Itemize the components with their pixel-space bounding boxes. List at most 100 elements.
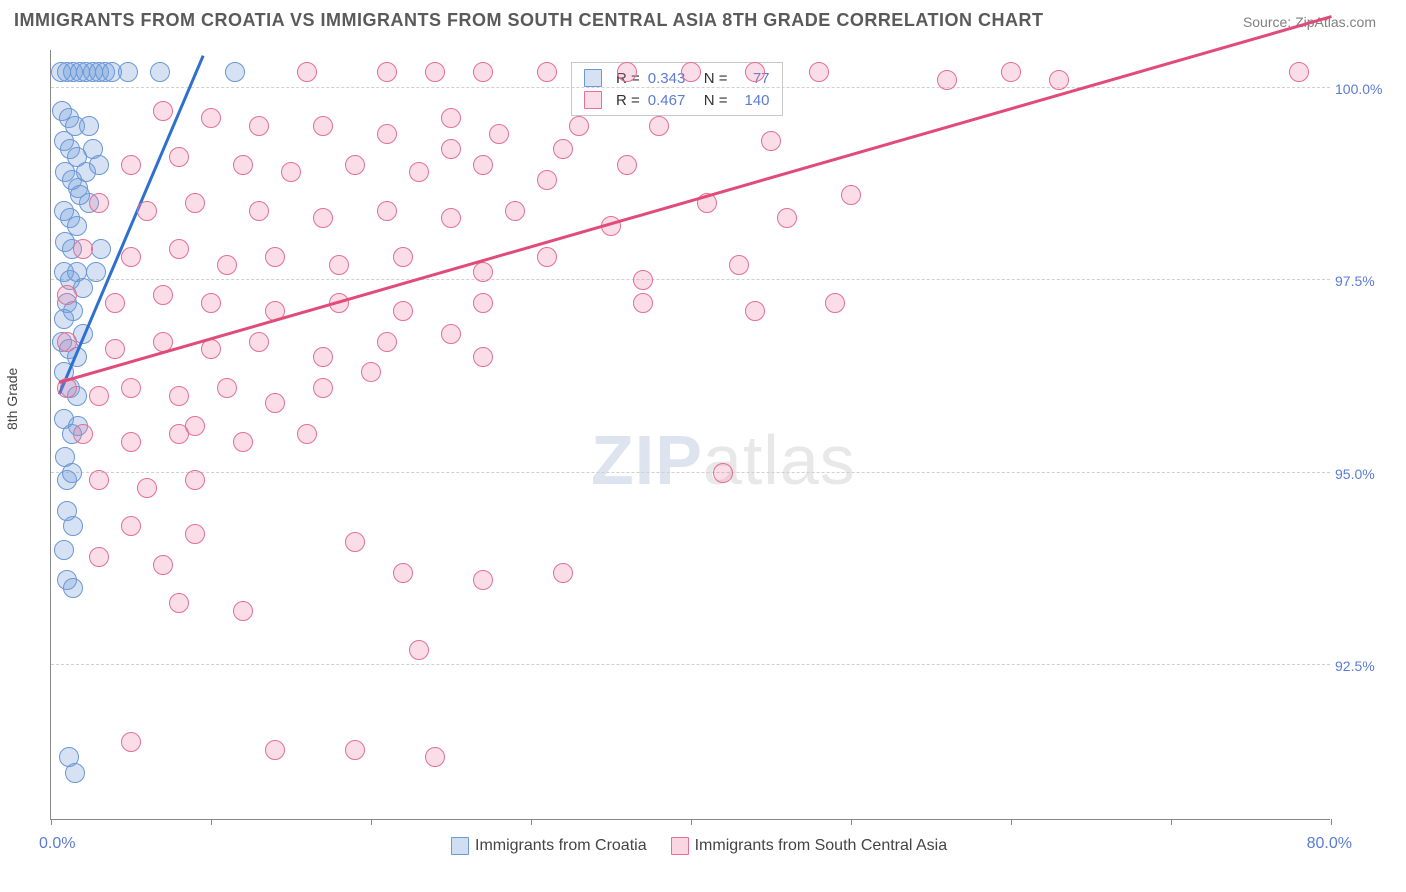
data-point <box>265 247 285 267</box>
data-point <box>169 147 189 167</box>
data-point <box>153 555 173 575</box>
data-point <box>345 740 365 760</box>
data-point <box>537 247 557 267</box>
data-point <box>249 116 269 136</box>
data-point <box>121 516 141 536</box>
data-point <box>745 301 765 321</box>
data-point <box>65 763 85 783</box>
data-point <box>825 293 845 313</box>
data-point <box>86 262 106 282</box>
data-point <box>489 124 509 144</box>
data-point <box>313 378 333 398</box>
x-tick <box>531 819 532 825</box>
data-point <box>121 732 141 752</box>
data-point <box>473 293 493 313</box>
data-point <box>57 285 77 305</box>
data-point <box>473 570 493 590</box>
data-point <box>217 378 237 398</box>
data-point <box>553 139 573 159</box>
data-point <box>393 301 413 321</box>
y-tick-label: 97.5% <box>1335 273 1390 289</box>
data-point <box>745 62 765 82</box>
data-point <box>118 62 138 82</box>
x-axis-min-label: 0.0% <box>39 835 75 853</box>
data-point <box>121 155 141 175</box>
data-point <box>169 386 189 406</box>
data-point <box>313 116 333 136</box>
data-point <box>121 378 141 398</box>
data-point <box>249 332 269 352</box>
data-point <box>617 62 637 82</box>
data-point <box>937 70 957 90</box>
data-point <box>569 116 589 136</box>
data-point <box>233 155 253 175</box>
gridline <box>51 87 1330 88</box>
data-point <box>1001 62 1021 82</box>
data-point <box>345 532 365 552</box>
legend-swatch <box>671 837 689 855</box>
data-point <box>633 270 653 290</box>
data-point <box>265 740 285 760</box>
data-point <box>361 362 381 382</box>
data-point <box>313 208 333 228</box>
data-point <box>1289 62 1309 82</box>
data-point <box>537 62 557 82</box>
data-point <box>377 332 397 352</box>
chart-title: IMMIGRANTS FROM CROATIA VS IMMIGRANTS FR… <box>14 10 1043 31</box>
data-point <box>681 62 701 82</box>
data-point <box>329 255 349 275</box>
data-point <box>425 62 445 82</box>
stat-row: R = 0.467N = 140 <box>572 89 782 111</box>
data-point <box>281 162 301 182</box>
data-point <box>377 124 397 144</box>
data-point <box>409 162 429 182</box>
x-tick <box>211 819 212 825</box>
data-point <box>297 424 317 444</box>
legend-item: Immigrants from South Central Asia <box>671 837 948 855</box>
gridline <box>51 664 1330 665</box>
data-point <box>201 108 221 128</box>
data-point <box>201 293 221 313</box>
x-tick <box>1011 819 1012 825</box>
data-point <box>91 239 111 259</box>
data-point <box>473 347 493 367</box>
data-point <box>217 255 237 275</box>
data-point <box>1049 70 1069 90</box>
data-point <box>297 62 317 82</box>
data-point <box>63 578 83 598</box>
data-point <box>185 524 205 544</box>
x-tick <box>1171 819 1172 825</box>
data-point <box>201 339 221 359</box>
data-point <box>265 393 285 413</box>
data-point <box>57 332 77 352</box>
data-point <box>105 339 125 359</box>
legend-swatch <box>451 837 469 855</box>
data-point <box>185 193 205 213</box>
x-tick <box>1331 819 1332 825</box>
data-point <box>153 101 173 121</box>
data-point <box>617 155 637 175</box>
series-legend: Immigrants from CroatiaImmigrants from S… <box>451 837 947 855</box>
data-point <box>89 470 109 490</box>
data-point <box>377 62 397 82</box>
data-point <box>121 247 141 267</box>
data-point <box>137 201 157 221</box>
data-point <box>54 540 74 560</box>
data-point <box>89 547 109 567</box>
data-point <box>441 139 461 159</box>
data-point <box>809 62 829 82</box>
data-point <box>841 185 861 205</box>
legend-swatch <box>584 69 602 87</box>
y-tick-label: 95.0% <box>1335 466 1390 482</box>
data-point <box>393 563 413 583</box>
data-point <box>345 155 365 175</box>
data-point <box>137 478 157 498</box>
data-point <box>393 247 413 267</box>
data-point <box>505 201 525 221</box>
x-axis-max-label: 80.0% <box>1307 835 1352 853</box>
data-point <box>89 193 109 213</box>
data-point <box>169 239 189 259</box>
data-point <box>233 601 253 621</box>
data-point <box>249 201 269 221</box>
y-axis-label: 8th Grade <box>4 368 20 430</box>
